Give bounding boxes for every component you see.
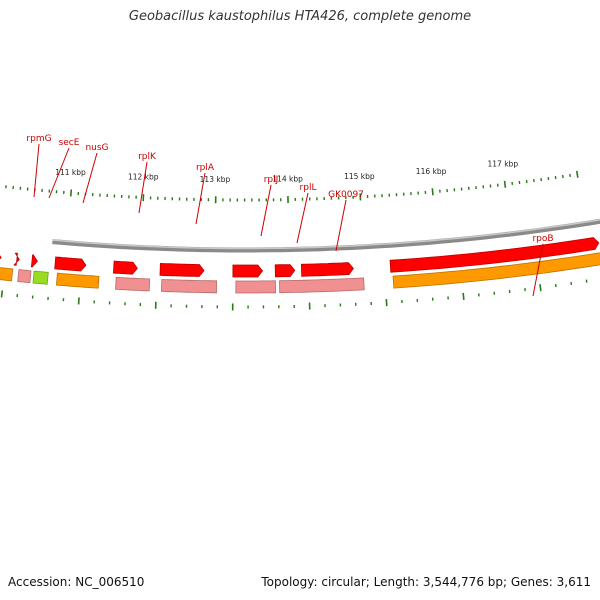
feature-track — [0, 237, 600, 294]
kbp-label: 111 kbp — [55, 168, 86, 177]
gene-leader-line — [532, 243, 544, 297]
gene-leader-line — [138, 161, 148, 214]
gene-label: rplA — [196, 163, 215, 173]
feature-arrow — [300, 262, 354, 277]
feature-block — [55, 272, 100, 289]
gene-leader-line — [335, 199, 347, 252]
gene-label: secE — [59, 138, 80, 148]
gene-leader-line — [260, 184, 272, 237]
feature-block — [115, 276, 151, 292]
outer-tick-track — [0, 279, 588, 311]
inner-major-tick — [575, 170, 579, 178]
feature-block — [0, 267, 14, 282]
feature-block — [279, 277, 365, 294]
feature-arrow — [30, 254, 38, 268]
gene-label: rplL — [300, 183, 317, 193]
kbp-label: 117 kbp — [488, 159, 519, 168]
gene-label: rplJ — [264, 175, 279, 185]
gene-label-group: rpmG secE nusG rplK rplA rplJ rplL GK0097 rpoB — [26, 134, 554, 297]
genome-backbone — [52, 218, 600, 253]
gene-label: GK0097 — [328, 190, 364, 200]
kbp-label: 115 kbp — [344, 172, 375, 181]
feature-arrow — [0, 255, 2, 260]
feature-block — [32, 270, 49, 285]
inner-major-tick — [69, 189, 73, 197]
gene-leader-line — [296, 192, 309, 244]
outer-major-tick — [462, 292, 465, 301]
backbone-highlight — [52, 219, 600, 250]
feature-arrow — [389, 237, 600, 273]
feature-arrow — [13, 252, 20, 266]
feature-block — [235, 280, 277, 294]
feature-block — [160, 279, 218, 294]
kbp-label: 114 kbp — [272, 175, 303, 184]
gene-label: rpoB — [532, 234, 553, 244]
feature-arrow — [54, 256, 87, 272]
map-title: Geobacillus kaustophilus HTA426, complet… — [128, 9, 472, 24]
outer-major-tick — [0, 290, 4, 298]
kbp-label: 116 kbp — [416, 167, 447, 176]
feature-block — [17, 269, 32, 284]
inner-major-tick — [431, 188, 434, 196]
feature-block — [392, 252, 600, 289]
gene-leader-line — [33, 143, 40, 198]
inner-major-tick — [503, 180, 507, 188]
accession-text: Accession: NC_006510 — [8, 575, 145, 589]
outer-major-tick — [539, 284, 542, 292]
gene-label: nusG — [85, 143, 108, 153]
kbp-label-group: 111 kbp 112 kbp 113 kbp 114 kbp 115 kbp 116 k… — [55, 159, 518, 183]
gene-leader-line — [48, 147, 70, 199]
gene-leader-line — [195, 172, 206, 225]
feature-arrow — [112, 260, 138, 275]
kbp-label: 112 kbp — [128, 173, 159, 182]
inner-tick-track — [5, 170, 579, 204]
outer-major-tick — [77, 297, 80, 305]
feature-arrow — [274, 264, 296, 278]
gene-label: rplK — [138, 152, 157, 162]
gene-leader-line — [82, 152, 98, 204]
topology-text: Topology: circular; Length: 3,544,776 bp… — [261, 575, 591, 589]
gene-label: rpmG — [26, 134, 51, 144]
feature-arrow — [232, 264, 264, 278]
backbone-arc — [52, 218, 600, 253]
kbp-label: 113 kbp — [200, 175, 231, 184]
feature-arrow — [159, 262, 205, 277]
